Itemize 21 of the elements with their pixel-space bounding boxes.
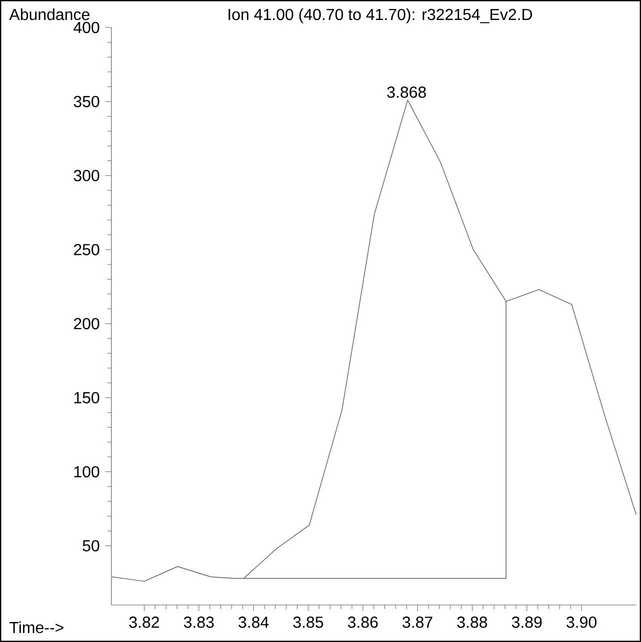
x-tick-label: 3.90 xyxy=(566,616,596,628)
annotation: 3.868 xyxy=(387,86,426,98)
y-tick-label: 200 xyxy=(74,318,100,330)
y-tick-label: 100 xyxy=(74,466,100,478)
y-axis-title: Abundance xyxy=(9,8,90,20)
x-tick-label: 3.87 xyxy=(402,616,432,628)
y-tick-label: 350 xyxy=(74,96,100,108)
x-tick-label: 3.88 xyxy=(457,616,488,628)
x-tick-label: 3.85 xyxy=(293,616,324,628)
x-tick-label: 3.89 xyxy=(512,616,542,628)
x-axis-title: Time--> xyxy=(10,621,64,634)
y-tick-label: 250 xyxy=(74,244,100,256)
y-tick-label: 50 xyxy=(82,540,100,552)
y-tick-label: 150 xyxy=(74,392,100,404)
chart-title: Ion 41.00 (40.70 to 41.70): r322154_Ev2.D xyxy=(228,8,532,24)
x-tick-label: 3.82 xyxy=(129,616,159,628)
y-tick-label: 400 xyxy=(74,22,100,34)
x-tick-label: 3.83 xyxy=(184,616,214,628)
x-tick-label: 3.84 xyxy=(238,616,269,628)
y-tick-label: 300 xyxy=(74,170,100,182)
x-tick-label: 3.86 xyxy=(348,616,378,628)
